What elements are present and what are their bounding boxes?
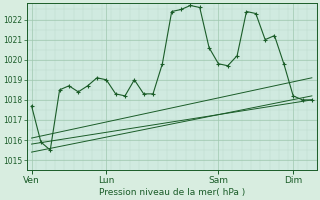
X-axis label: Pression niveau de la mer( hPa ): Pression niveau de la mer( hPa )	[99, 188, 245, 197]
